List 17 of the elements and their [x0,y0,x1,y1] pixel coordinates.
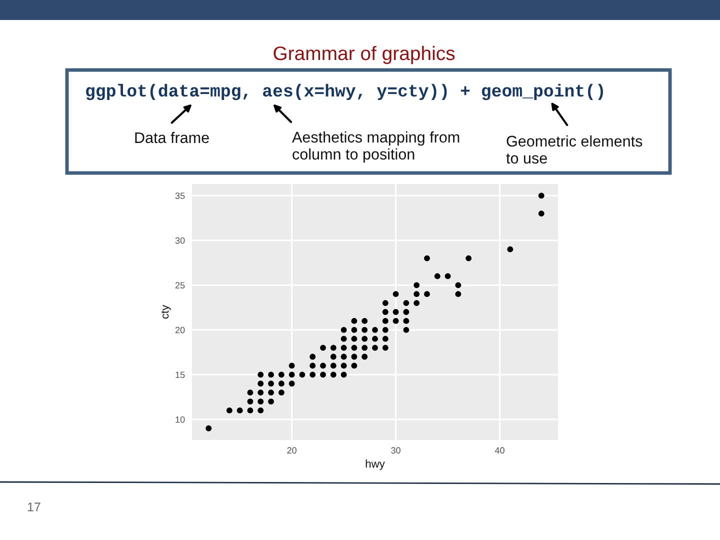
x-tick-label: 40 [494,447,504,454]
text: Aesthetics mapping from column to position [292,131,460,163]
x-axis-title: hwy [366,460,385,470]
y-tick-label: 15 [176,372,185,378]
text: 17 [28,502,40,512]
y-tick-label: 25 [175,282,185,289]
text: ggplot(data=mpg, aes(x=hwy, y=cty)) + geom_point() [86,84,604,100]
y-tick-label: 10 [176,416,185,423]
text: Geometric elements to use [506,135,642,164]
chart-title: Grammar of graphics [274,46,455,64]
x-tick-label: 20 [287,447,296,454]
x-tick-label: 30 [391,447,400,454]
y-tick-label: 30 [175,237,185,244]
text: Data frame [135,132,209,144]
y-tick-label: 35 [175,192,185,199]
y-axis-title: cty [161,304,171,319]
y-tick-label: 20 [175,326,185,334]
